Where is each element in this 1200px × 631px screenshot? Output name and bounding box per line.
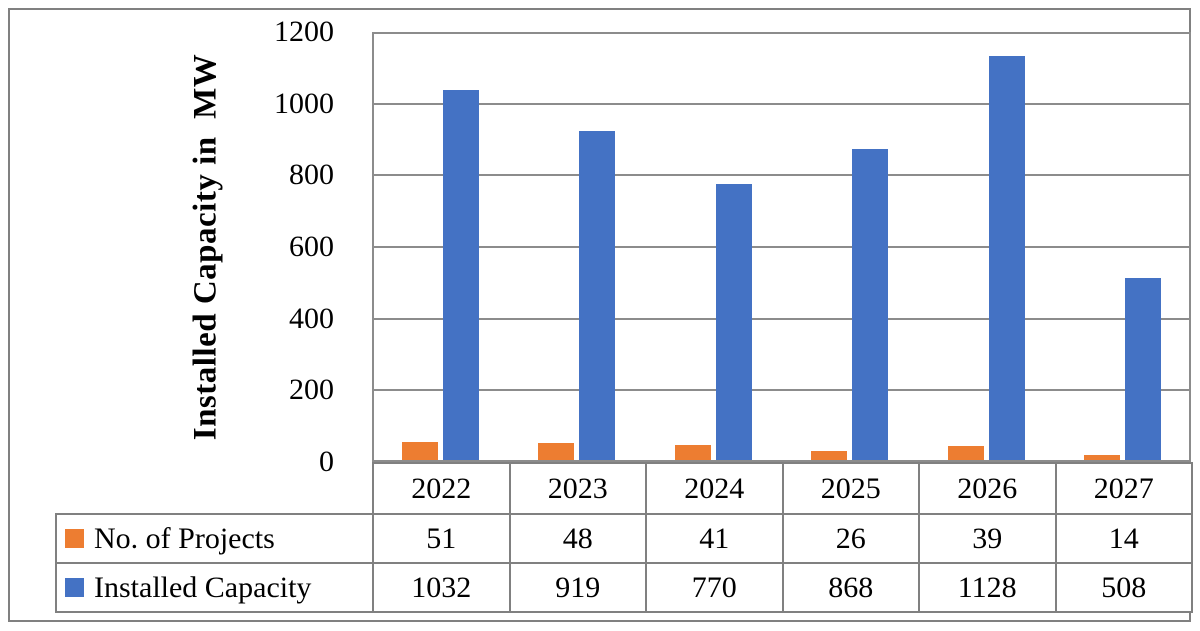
bar-group-2027 xyxy=(1055,30,1192,460)
bar-installed-capacity-2026 xyxy=(988,56,1025,460)
bar-installed-capacity-2022 xyxy=(442,90,479,460)
bar-no-of-projects-2024 xyxy=(674,445,711,460)
value-cell-no-of-projects-2022: 51 xyxy=(372,513,511,564)
legend-swatch-icon-installed-capacity xyxy=(65,578,84,597)
value-cell-no-of-projects-2023: 48 xyxy=(508,513,647,564)
y-tick-label-0: 0 xyxy=(319,445,334,478)
year-cell-2027: 2027 xyxy=(1054,462,1193,515)
value-cell-no-of-projects-2026: 39 xyxy=(918,513,1057,564)
value-cell-no-of-projects-2025: 26 xyxy=(781,513,920,564)
plot-area xyxy=(372,32,1191,462)
value-cell-installed-capacity-2026: 1128 xyxy=(918,562,1057,613)
legend-swatch-icon-no-of-projects xyxy=(65,529,84,548)
bar-group-2026 xyxy=(918,30,1055,460)
bar-group-2025 xyxy=(782,30,919,460)
value-cell-installed-capacity-2023: 919 xyxy=(508,562,647,613)
bar-group-2022 xyxy=(372,30,509,460)
table-row-no-of-projects: No. of Projects 51 48 41 26 39 14 xyxy=(55,513,1193,564)
year-cell-2022: 2022 xyxy=(372,462,511,515)
bar-no-of-projects-2023 xyxy=(538,443,575,460)
gridline-1000 xyxy=(372,103,1191,105)
bar-no-of-projects-2022 xyxy=(401,442,438,460)
value-cell-installed-capacity-2024: 770 xyxy=(645,562,784,613)
y-tick-label-200: 200 xyxy=(289,373,334,406)
value-cell-installed-capacity-2027: 508 xyxy=(1054,562,1193,613)
bar-no-of-projects-2025 xyxy=(811,451,848,460)
table-row-installed-capacity: Installed Capacity 1032 919 770 868 1128 508 xyxy=(55,562,1193,613)
gridline-400 xyxy=(372,318,1191,320)
year-cell-2026: 2026 xyxy=(918,462,1057,515)
bar-group-2023 xyxy=(509,30,646,460)
gridline-1200 xyxy=(372,32,1191,34)
legend-cell-no-of-projects: No. of Projects xyxy=(55,513,374,564)
bar-installed-capacity-2023 xyxy=(579,131,616,460)
y-tick-label-800: 800 xyxy=(289,158,334,191)
value-cell-no-of-projects-2027: 14 xyxy=(1054,513,1193,564)
bar-installed-capacity-2027 xyxy=(1125,278,1162,460)
gridline-600 xyxy=(372,246,1191,248)
year-cell-2025: 2025 xyxy=(781,462,920,515)
value-cell-no-of-projects-2024: 41 xyxy=(645,513,784,564)
data-table: 2022 2023 2024 2025 2026 2027 No. of Projects 5… xyxy=(55,462,1193,613)
y-tick-label-400: 400 xyxy=(289,302,334,335)
gridline-0 xyxy=(372,460,1191,462)
legend-label-installed-capacity: Installed Capacity xyxy=(94,570,312,604)
bar-group-2024 xyxy=(645,30,782,460)
bar-no-of-projects-2027 xyxy=(1084,455,1121,460)
bar-no-of-projects-2026 xyxy=(947,446,984,460)
legend-entry-installed-capacity: Installed Capacity xyxy=(57,571,372,605)
bar-installed-capacity-2024 xyxy=(715,184,752,460)
bar-installed-capacity-2025 xyxy=(852,149,889,460)
gridline-200 xyxy=(372,389,1191,391)
legend-entry-no-of-projects: No. of Projects xyxy=(57,522,372,556)
y-tick-label-1000: 1000 xyxy=(274,87,334,120)
value-cell-installed-capacity-2022: 1032 xyxy=(372,562,511,613)
legend-label-no-of-projects: No. of Projects xyxy=(94,521,275,555)
y-tick-label-1200: 1200 xyxy=(274,15,334,48)
year-cell-2024: 2024 xyxy=(645,462,784,515)
legend-cell-installed-capacity: Installed Capacity xyxy=(55,562,374,613)
value-cell-installed-capacity-2025: 868 xyxy=(781,562,920,613)
year-cell-2023: 2023 xyxy=(508,462,647,515)
table-row-years: 2022 2023 2024 2025 2026 2027 xyxy=(56,462,1193,515)
table-corner-blank xyxy=(56,463,373,514)
y-tick-label-600: 600 xyxy=(289,230,334,263)
gridline-800 xyxy=(372,174,1191,176)
